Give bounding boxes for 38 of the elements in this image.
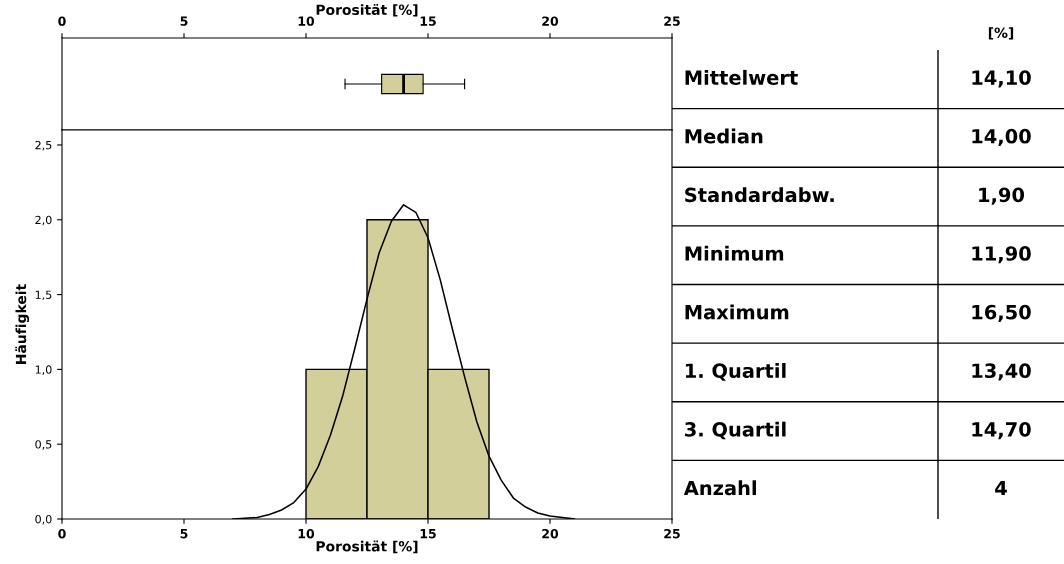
- y-tick-label: 0,0: [35, 514, 52, 525]
- text: Standardabw.: [685, 187, 834, 203]
- y-tick-label: 1,0: [35, 365, 52, 375]
- x-tick-label: 25: [664, 16, 680, 26]
- text: Median: [685, 128, 763, 144]
- text: 14,10: [972, 70, 1031, 88]
- y-tick-label: 0,5: [35, 440, 52, 450]
- y-tick-label: 1,5: [35, 290, 52, 301]
- x-tick-label: 10: [298, 528, 315, 539]
- text: 4: [995, 480, 1007, 496]
- text: 1,90: [979, 187, 1025, 205]
- x-tick-label: 15: [420, 16, 436, 26]
- x-tick-label: 5: [180, 529, 188, 539]
- x-axis-title: Porosität [%]: [316, 4, 418, 17]
- text: Maximum: [685, 304, 789, 320]
- x-tick-label: 0: [58, 16, 66, 26]
- y-tick-label: 2,5: [35, 140, 52, 151]
- text: Minimum: [685, 245, 784, 261]
- x-tick-label: 5: [180, 16, 188, 26]
- text: 14,00: [972, 128, 1031, 147]
- x-tick-label: 10: [298, 16, 315, 26]
- y-tick-label: 2,0: [35, 215, 52, 226]
- y-axis-title: Häufigkeit: [15, 284, 30, 364]
- x-tick-label: 25: [664, 528, 680, 539]
- x-tick-label: 20: [542, 528, 559, 539]
- text: 1. Quartil: [685, 363, 786, 381]
- x-tick-label: 20: [542, 16, 559, 26]
- text: 16,50: [972, 304, 1031, 322]
- text: 3. Quartil: [685, 421, 786, 440]
- text: Anzahl: [683, 480, 756, 496]
- x-tick-label: 15: [420, 529, 436, 539]
- text: 11,90: [972, 246, 1031, 264]
- text: 13,40: [972, 363, 1031, 381]
- text: [%]: [988, 27, 1014, 40]
- x-tick-label: 0: [58, 528, 66, 539]
- text: Mittelwert: [685, 69, 798, 85]
- text: 14,70: [972, 422, 1031, 440]
- x-axis-title: Porosität [%]: [316, 540, 418, 554]
